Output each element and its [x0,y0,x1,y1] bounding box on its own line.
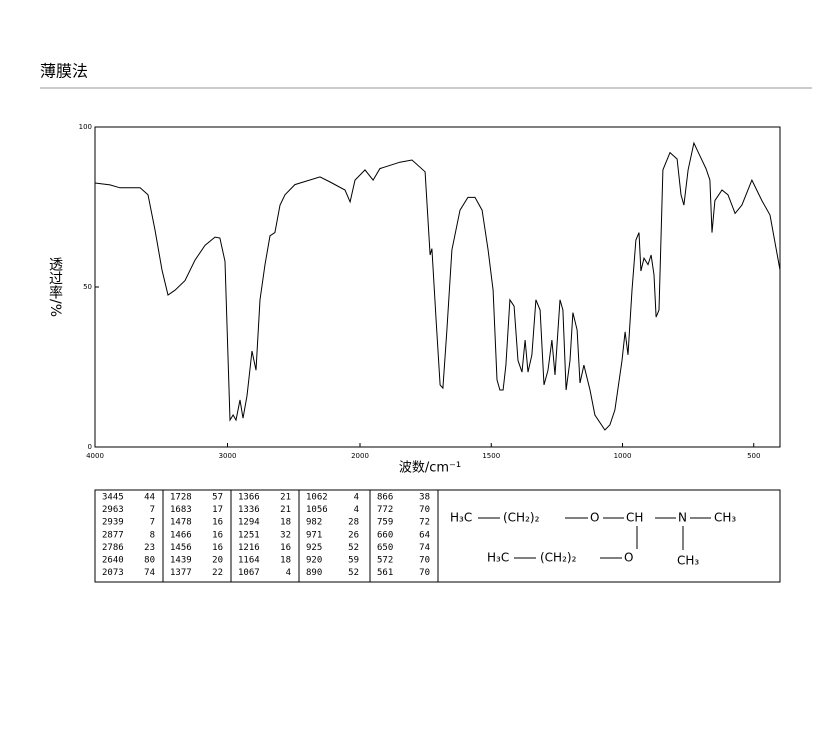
peak-wavenumber: 650 [377,543,393,553]
peak-wavenumber: 2640 [102,556,124,566]
peak-wavenumber: 2963 [102,505,124,515]
structure-label: H₃C [487,551,509,565]
peak-transmittance: 57 [212,493,223,503]
peak-transmittance: 70 [419,505,430,515]
peak-wavenumber: 660 [377,530,393,540]
peak-wavenumber: 2939 [102,518,124,528]
peak-transmittance: 74 [144,568,155,578]
peak-wavenumber: 772 [377,505,393,515]
peak-wavenumber: 1456 [170,543,192,553]
structure-bonds [478,517,711,559]
peak-transmittance: 74 [419,543,430,553]
peak-transmittance: 16 [212,530,223,540]
structure-label: N [678,511,687,525]
peak-wavenumber: 1067 [238,568,260,578]
peak-transmittance: 28 [348,518,359,528]
peak-transmittance: 21 [280,493,291,503]
y-tick-label: 50 [83,283,92,291]
spectrum-line [94,141,781,431]
peak-wavenumber: 1294 [238,518,260,528]
peak-transmittance: 52 [348,568,359,578]
x-tick-label: 2000 [351,452,369,460]
peak-wavenumber: 572 [377,556,393,566]
peak-wavenumber: 1216 [238,543,260,553]
plot-frame [94,126,781,448]
peak-wavenumber: 1251 [238,530,260,540]
peak-wavenumber: 3445 [102,493,124,503]
peak-transmittance: 44 [144,493,155,503]
peak-wavenumber: 1366 [238,493,260,503]
peak-transmittance: 38 [419,493,430,503]
peak-transmittance: 23 [144,543,155,553]
x-tick-label: 4000 [86,452,104,460]
peak-wavenumber: 561 [377,568,393,578]
peak-wavenumber: 890 [306,568,322,578]
peak-wavenumber: 866 [377,493,393,503]
peak-wavenumber: 2786 [102,543,124,553]
y-axis-label: 透过率/% [47,257,63,317]
structure-label: (CH₂)₂ [503,511,540,525]
peak-transmittance: 59 [348,556,359,566]
structure-label: H₃C [450,511,472,525]
peak-transmittance: 17 [212,505,223,515]
peak-wavenumber: 925 [306,543,322,553]
structure-label: CH₃ [714,511,736,525]
peak-wavenumber: 982 [306,518,322,528]
peak-transmittance: 26 [348,530,359,540]
peak-transmittance: 4 [354,493,359,503]
peak-transmittance: 7 [150,505,155,515]
peak-transmittance: 16 [212,518,223,528]
peak-transmittance: 20 [212,556,223,566]
peak-transmittance: 70 [419,568,430,578]
structure-label: O [624,551,633,565]
peak-wavenumber: 1336 [238,505,260,515]
peak-wavenumber: 1377 [170,568,192,578]
peak-transmittance: 70 [419,556,430,566]
peak-transmittance: 80 [144,556,155,566]
peak-transmittance: 18 [280,518,291,528]
peak-transmittance: 52 [348,543,359,553]
chart-title: 薄膜法 [40,62,88,81]
peak-wavenumber: 759 [377,518,393,528]
peak-transmittance: 22 [212,568,223,578]
peak-transmittance: 16 [212,543,223,553]
peak-wavenumber: 1164 [238,556,260,566]
peak-wavenumber: 1728 [170,493,192,503]
peak-wavenumber: 971 [306,530,322,540]
peak-transmittance: 8 [150,530,155,540]
peak-wavenumber: 1056 [306,505,328,515]
x-tick-label: 500 [747,452,760,460]
structure-label: CH₃ [677,554,699,568]
structure-label: O [590,511,599,525]
peak-transmittance: 18 [280,556,291,566]
structure-label: CH [626,511,643,525]
structure-label: (CH₂)₂ [540,551,577,565]
peak-wavenumber: 920 [306,556,322,566]
peak-transmittance: 7 [150,518,155,528]
table-dividers [162,490,439,582]
peak-wavenumber: 1478 [170,518,192,528]
x-tick-label: 1500 [482,452,500,460]
x-tick-label: 3000 [219,452,237,460]
x-tick-label: 1000 [614,452,632,460]
y-tick-label: 0 [88,443,92,451]
peak-wavenumber: 1683 [170,505,192,515]
peak-transmittance: 21 [280,505,291,515]
peak-transmittance: 4 [286,568,291,578]
peak-wavenumber: 2073 [102,568,124,578]
peak-transmittance: 64 [419,530,430,540]
peak-wavenumber: 2877 [102,530,124,540]
peak-wavenumber: 1466 [170,530,192,540]
peak-transmittance: 32 [280,530,291,540]
peak-wavenumber: 1439 [170,556,192,566]
peak-transmittance: 16 [280,543,291,553]
x-axis-label: 波数/cm⁻¹ [399,461,461,476]
peak-wavenumber: 1062 [306,493,328,503]
y-tick-label: 100 [79,123,92,131]
peak-transmittance: 72 [419,518,430,528]
peak-transmittance: 4 [354,505,359,515]
